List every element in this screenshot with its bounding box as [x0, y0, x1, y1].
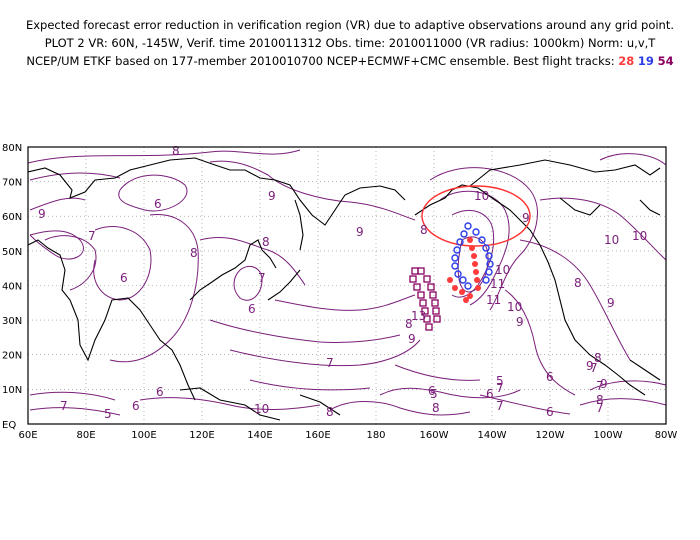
contour-label: 10	[632, 229, 647, 243]
title-line-1: Expected forecast error reduction in ver…	[25, 18, 675, 32]
contour-label: 6	[248, 302, 256, 316]
title-line-2: PLOT 2 VR: 60N, -145W, Verif. time 20100…	[44, 36, 656, 50]
title-line-3: NCEP/UM ETKF based on 177-member 2010010…	[0, 54, 700, 68]
contour-label: 6	[428, 384, 436, 398]
contour-label: 6	[156, 385, 164, 399]
contour-label: 8	[326, 405, 334, 419]
lat-label: 20N	[2, 351, 22, 362]
contour-label: 10	[507, 300, 522, 314]
lon-label: 80W	[655, 430, 678, 441]
contour-label: 8	[432, 401, 440, 415]
contour-label: 6	[546, 370, 554, 384]
contour-label: 8	[594, 351, 602, 365]
lat-label: 40N	[2, 281, 22, 292]
lat-lon-grid	[28, 147, 666, 424]
contour-label: 7	[326, 356, 334, 370]
contour-label: 10	[254, 402, 269, 416]
contour-label: 6	[120, 271, 128, 285]
contour-label: 8	[172, 144, 180, 158]
title-line-3-text: NCEP/UM ETKF based on 177-member 2010010…	[26, 54, 619, 68]
lon-label: 140W	[478, 430, 507, 441]
contour-label: 6	[546, 405, 554, 419]
lon-label: 180	[366, 430, 385, 441]
contour-label: 8	[262, 235, 270, 249]
flight-track-19	[451, 222, 494, 290]
contour-label: 9	[586, 359, 594, 373]
coastlines	[28, 157, 661, 421]
contour-label: 5	[430, 387, 438, 401]
contour-label: 7	[596, 379, 604, 393]
lon-label: 80E	[76, 430, 95, 441]
contour-label: 9	[268, 189, 276, 203]
lon-label: 100W	[594, 430, 623, 441]
contour-label: 6	[154, 197, 162, 211]
contour-label: 10	[495, 263, 510, 277]
contour-label: 9	[600, 377, 608, 391]
track-28-label: 28	[618, 54, 635, 68]
contour-label: 11	[490, 277, 505, 291]
longitude-labels: 60E 80E 100E 120E 140E 160E 180 160W 140W 120W 100…	[18, 430, 677, 441]
lat-label: 10N	[2, 385, 22, 396]
lon-label: 160W	[420, 430, 449, 441]
contour-label: 7	[258, 271, 266, 285]
lon-label: 120W	[536, 430, 565, 441]
contour-label: 7	[88, 229, 96, 243]
lat-label: 50N	[2, 247, 22, 258]
contour-label: 9	[516, 315, 524, 329]
latitude-labels: 80N 70N 60N 50N 40N 30N 20N 10N EQ	[2, 143, 22, 431]
contour-label: 8	[420, 223, 428, 237]
contour-label: 8	[596, 393, 604, 407]
lat-label: 70N	[2, 178, 22, 189]
contour-label: 5	[496, 374, 504, 388]
contour-label: 7	[596, 401, 604, 415]
contour-label: 11	[486, 293, 501, 307]
contour-label: 7	[590, 361, 598, 375]
contour-label: 13	[411, 309, 426, 323]
contour-label: 8	[405, 317, 413, 331]
lat-label: 80N	[2, 143, 22, 154]
lon-label: 60E	[18, 430, 37, 441]
track-19-label: 19	[637, 54, 654, 68]
contour-label: 9	[408, 332, 416, 346]
verification-region-circle	[421, 185, 531, 247]
contour-label: 5	[104, 407, 112, 421]
contour-label: 9	[522, 211, 530, 225]
lat-label: EQ	[2, 420, 16, 431]
lon-label: 160E	[305, 430, 330, 441]
flight-track-54	[409, 267, 441, 331]
contour-label: 10	[474, 189, 489, 203]
map-plot-area	[28, 147, 666, 424]
contour-label: 9	[607, 296, 615, 310]
contour-label: 7	[496, 399, 504, 413]
contour-label: 7	[496, 381, 504, 395]
contour-label: 7	[60, 399, 68, 413]
lon-label: 140E	[247, 430, 272, 441]
lat-label: 60N	[2, 212, 22, 223]
contour-label: 9	[356, 225, 364, 239]
contour-label: 8	[190, 246, 198, 260]
track-54-label: 54	[657, 54, 674, 68]
lon-label: 100E	[131, 430, 156, 441]
contour-label: 6	[486, 387, 494, 401]
contour-label: 6	[132, 399, 140, 413]
flight-track-28	[447, 237, 481, 303]
map-border	[27, 146, 667, 425]
contour-label: 9	[38, 207, 46, 221]
lat-label: 30N	[2, 316, 22, 327]
contour-label: 10	[604, 233, 619, 247]
contour-lines	[28, 149, 666, 416]
lon-label: 120E	[189, 430, 214, 441]
contour-label: 8	[574, 276, 582, 290]
